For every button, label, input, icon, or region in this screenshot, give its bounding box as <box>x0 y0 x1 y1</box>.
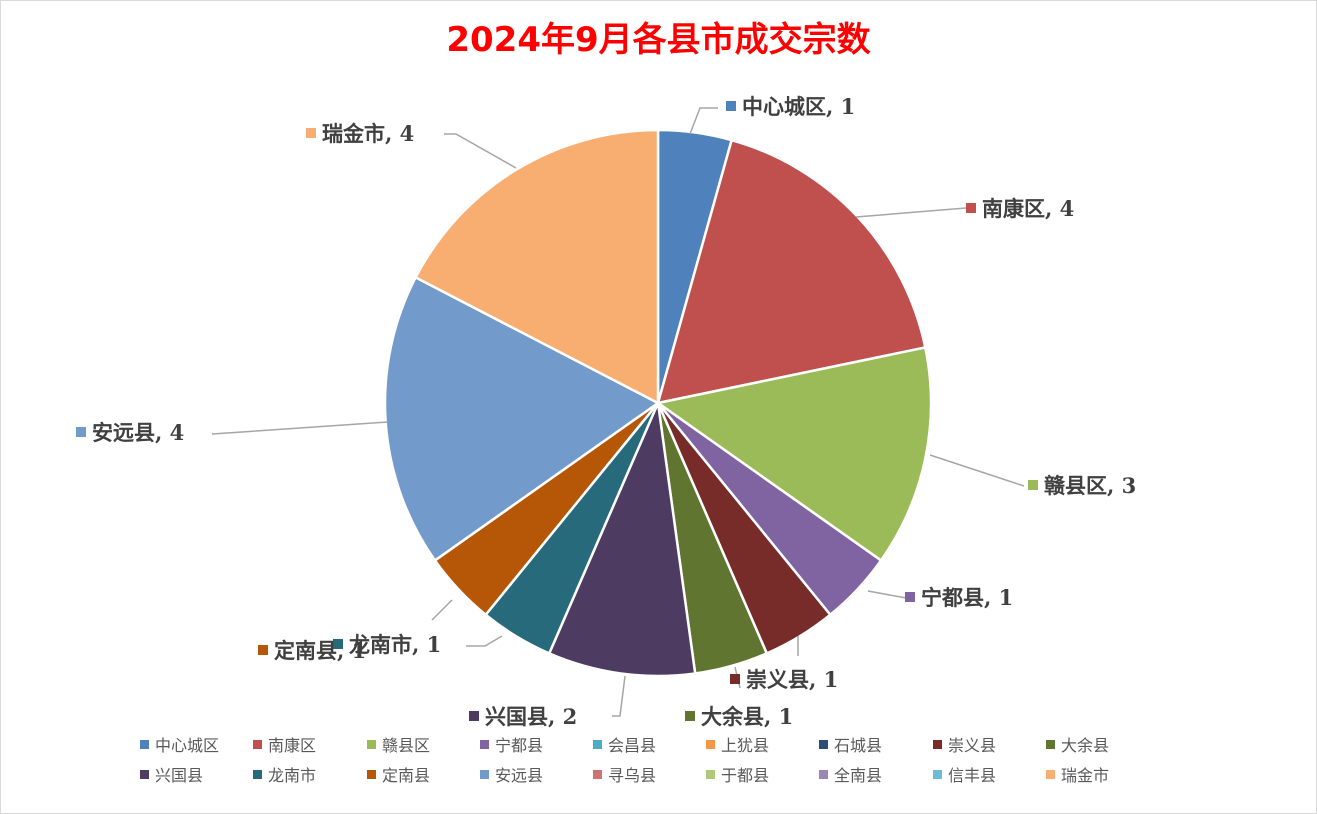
leader-lines <box>211 107 1025 717</box>
leader-line <box>929 454 1025 487</box>
legend-swatch <box>819 740 828 749</box>
data-label-key <box>306 128 316 138</box>
legend-swatch <box>140 740 149 749</box>
legend-swatch <box>367 770 376 779</box>
legend-entry: 龙南市 <box>268 766 316 785</box>
legend-swatch <box>367 740 376 749</box>
leader-line <box>867 590 907 599</box>
legend-swatch <box>253 740 262 749</box>
leader-line <box>431 599 453 621</box>
leader-line <box>211 421 389 435</box>
pie-slice <box>547 398 697 678</box>
leader-line <box>612 675 626 717</box>
data-label: 安远县, 4 <box>92 420 184 445</box>
legend-swatch <box>819 770 828 779</box>
legend-entry: 会昌县 <box>608 736 656 755</box>
leader-line <box>855 207 967 218</box>
data-label: 中心城区, 1 <box>742 94 855 119</box>
legend-entry: 定南县 <box>382 766 430 785</box>
legend-entry: 信丰县 <box>948 766 996 785</box>
data-label-key <box>1028 480 1038 490</box>
data-label: 南康区, 4 <box>982 196 1074 221</box>
leader-line <box>466 635 503 647</box>
leader-line <box>689 107 718 135</box>
legend-entry: 中心城区 <box>155 736 219 755</box>
data-label-key <box>76 427 86 437</box>
data-label: 定南县, 1 <box>274 638 366 663</box>
data-label: 赣县区, 3 <box>1044 473 1136 498</box>
legend-swatch <box>480 740 489 749</box>
pie-slices <box>383 128 933 678</box>
data-label: 崇义县, 1 <box>746 667 838 692</box>
pie-slice <box>413 128 660 406</box>
pie-slice <box>654 345 933 563</box>
legend-swatch <box>140 770 149 779</box>
data-label: 龙南市, 1 <box>349 632 441 657</box>
data-label-key <box>726 101 736 111</box>
legend-entry: 寻乌县 <box>608 766 656 785</box>
data-labels: 中心城区, 1 南康区, 4 赣县区, 3 宁都县, 1 崇义县, 1 大余县, 1 兴国县… <box>76 94 1136 729</box>
data-label: 兴国县, 2 <box>485 704 577 729</box>
data-label-key <box>258 645 268 655</box>
legend-entry: 大余县 <box>1061 736 1109 755</box>
leader-line <box>444 133 517 169</box>
data-label-key <box>469 711 479 721</box>
data-label-key <box>685 711 695 721</box>
legend-entry: 上犹县 <box>721 736 769 755</box>
legend-entry: 兴国县 <box>155 766 203 785</box>
legend-entry: 赣县区 <box>382 736 430 755</box>
legend-swatch <box>933 770 942 779</box>
legend-entry: 全南县 <box>834 766 882 785</box>
chart-title: 2024年9月各县市成交宗数 <box>446 20 871 60</box>
legend-swatch <box>706 740 715 749</box>
data-label-key <box>333 639 343 649</box>
legend-entry: 于都县 <box>721 766 769 785</box>
legend-entry: 宁都县 <box>495 736 543 755</box>
legend-entry: 安远县 <box>495 766 543 785</box>
legend-swatch <box>480 770 489 779</box>
legend-swatch <box>933 740 942 749</box>
data-label: 大余县, 1 <box>701 704 793 729</box>
legend-entry: 瑞金市 <box>1061 766 1109 785</box>
legend-swatch <box>593 770 602 779</box>
data-label: 瑞金市, 4 <box>322 121 414 146</box>
data-label-key <box>730 674 740 684</box>
legend-swatch <box>706 770 715 779</box>
data-label-key <box>966 203 976 213</box>
legend-swatch <box>253 770 262 779</box>
legend-swatch <box>1046 740 1055 749</box>
legend-swatch <box>1046 770 1055 779</box>
legend-entry: 崇义县 <box>948 736 996 755</box>
data-label-key <box>905 592 915 602</box>
legend-swatch <box>593 740 602 749</box>
data-label: 宁都县, 1 <box>921 585 1013 610</box>
legend-entry: 南康区 <box>268 736 316 755</box>
legend-entry: 石城县 <box>834 736 882 755</box>
